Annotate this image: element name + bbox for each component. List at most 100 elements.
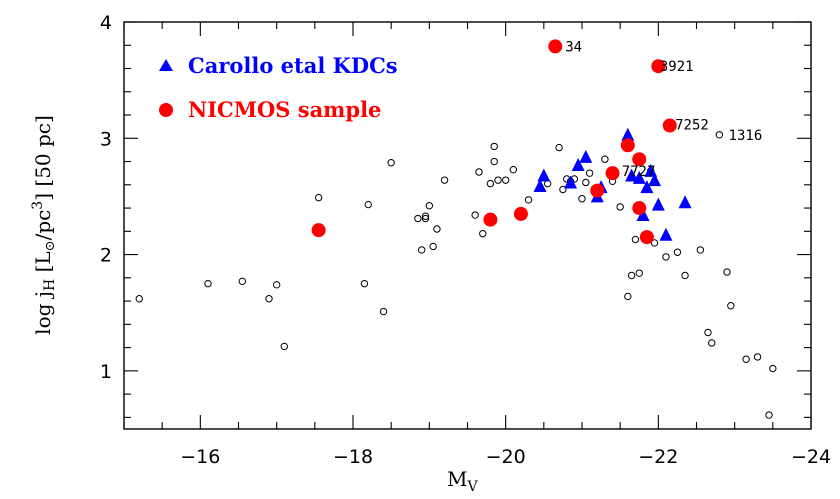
data-point-open-circle <box>387 159 395 167</box>
data-point-kdc-triangle <box>644 163 658 177</box>
y-axis-title: log jH [L⊙/pc3] [50 pc] <box>30 115 58 335</box>
data-point-nicmos-circle <box>590 183 605 198</box>
data-point-open-circle <box>524 196 533 204</box>
data-point-kdc-triangle <box>651 197 665 211</box>
data-point-nicmos-circle <box>513 206 528 221</box>
data-point-open-circle <box>360 279 369 288</box>
data-point-kdc-triangle <box>571 158 585 172</box>
data-point-open-circle <box>479 229 487 238</box>
y-tick-labels: 1 2 3 4 <box>100 12 112 383</box>
point-annotation: 3921 <box>660 59 694 75</box>
data-point-open-circle <box>364 200 372 209</box>
y-title-sun: ⊙ <box>43 240 58 251</box>
data-point-kdc-triangle <box>621 127 635 141</box>
data-point-open-circle <box>486 179 495 188</box>
point-annotations: 34 3921 7252 1316 7727 <box>565 39 762 179</box>
data-point-open-circle <box>635 269 643 277</box>
data-point-open-circle <box>272 281 281 289</box>
y-tick-label: 3 <box>100 128 112 150</box>
x-tick-labels: −16 −18 −20 −22 −24 <box>180 446 831 468</box>
plot-frame <box>123 21 812 430</box>
data-point-open-circle <box>681 271 689 280</box>
data-point-nicmos-circle <box>662 118 677 133</box>
data-point-nicmos-circle <box>483 212 498 227</box>
x-axis-title: MV <box>447 467 478 495</box>
y-title-bracket: [L <box>31 251 55 278</box>
data-point-kdc-triangle <box>659 227 673 241</box>
data-point-open-circle <box>769 364 777 373</box>
data-point-open-circle <box>501 176 510 184</box>
data-point-kdc-triangle <box>678 195 692 209</box>
data-point-kdc-triangle <box>625 168 639 182</box>
legend-label-nicmos: NICMOS sample <box>188 97 381 122</box>
data-point-kdc-triangle <box>640 180 654 194</box>
data-point-nicmos-circle <box>651 59 666 74</box>
y-title-sup: 3 <box>30 201 46 210</box>
data-point-open-circle <box>727 302 735 310</box>
data-point-kdc-triangle <box>564 175 578 189</box>
data-point-open-circle <box>601 155 609 163</box>
data-point-open-circle <box>673 248 682 256</box>
data-point-open-circle <box>742 355 750 363</box>
x-tick-label: −24 <box>791 446 831 468</box>
data-point-kdc-triangle <box>533 178 547 192</box>
data-point-open-circle <box>414 214 422 223</box>
data-point-open-circle <box>582 178 590 187</box>
x-axis-title-main: M <box>447 467 467 491</box>
data-point-open-circle <box>631 235 640 244</box>
plot-border <box>123 21 812 430</box>
data-point-kdc-triangle <box>632 170 646 184</box>
data-point-open-circle <box>624 292 632 301</box>
data-point-open-circle <box>418 246 426 254</box>
data-point-open-circle <box>379 307 388 316</box>
svg-text:log jH [L⊙/pc3] [50 pc]: log jH [L⊙/pc3] [50 pc] <box>30 115 58 335</box>
data-point-open-circle <box>429 242 437 251</box>
y-title-mid: /pc <box>31 210 55 241</box>
svg-text:MV: MV <box>447 467 478 495</box>
data-point-nicmos-circle <box>632 152 647 167</box>
point-annotation: 1316 <box>729 128 763 144</box>
y-title-post: ] [50 pc] <box>31 115 55 201</box>
x-tick-label: −16 <box>180 446 220 468</box>
legend: Carollo etal KDCs NICMOS sample <box>159 53 398 122</box>
data-point-open-circle <box>490 142 498 151</box>
data-point-open-circle <box>265 295 273 303</box>
point-annotation: 7727 <box>622 164 656 180</box>
data-point-open-circle <box>433 225 441 233</box>
data-point-open-circle <box>421 214 430 223</box>
data-point-nicmos-circle <box>632 201 647 216</box>
data-point-open-circle <box>494 176 502 184</box>
data-point-open-circle <box>650 239 659 247</box>
data-point-kdc-triangle <box>579 149 593 163</box>
legend-circle-marker <box>159 103 173 117</box>
data-points <box>135 39 777 419</box>
data-point-open-circle <box>204 279 212 288</box>
data-point-open-circle <box>627 271 636 280</box>
data-point-open-circle <box>704 328 712 337</box>
data-point-open-circle <box>421 212 430 220</box>
data-point-open-circle <box>765 411 773 419</box>
data-point-nicmos-circle <box>620 138 635 153</box>
data-point-nicmos-circle <box>548 39 563 54</box>
y-tick-label: 2 <box>100 245 112 267</box>
data-point-open-circle <box>559 185 567 194</box>
data-point-open-circle <box>708 339 716 347</box>
data-point-open-circle <box>616 203 624 211</box>
data-point-open-circle <box>135 295 143 303</box>
data-point-open-circle <box>490 157 498 166</box>
data-point-open-circle <box>555 143 563 152</box>
y-title-pre: log j <box>31 291 55 335</box>
data-point-kdc-triangle <box>636 208 650 222</box>
y-tick-label: 4 <box>100 12 112 34</box>
legend-label-carollo: Carollo etal KDCs <box>188 53 398 78</box>
axis-ticks <box>123 21 812 429</box>
y-tick-label: 1 <box>100 361 112 383</box>
x-tick-label: −20 <box>486 446 526 468</box>
data-point-open-circle <box>696 246 705 254</box>
x-tick-label: −22 <box>638 446 678 468</box>
point-annotation: 34 <box>565 39 582 55</box>
x-tick-label: −18 <box>333 446 373 468</box>
data-point-kdc-triangle <box>648 173 662 187</box>
legend-triangle-marker <box>159 59 173 71</box>
